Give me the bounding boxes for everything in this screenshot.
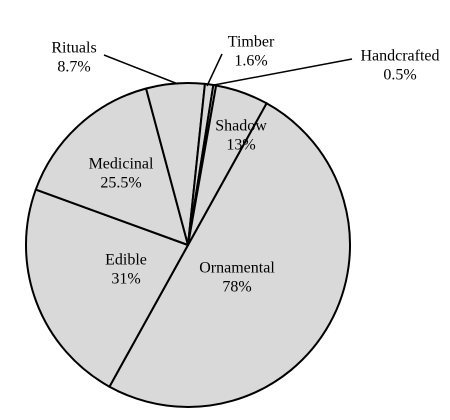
- slice-label-rituals: Rituals: [51, 40, 96, 57]
- slice-label-shadow: Shadow: [215, 118, 267, 135]
- slice-value-edible: 31%: [111, 271, 140, 288]
- leader-line-handcrafted: [213, 58, 353, 86]
- slice-label-handcrafted: Handcrafted: [360, 48, 439, 65]
- pie-slice-shadow: [187, 84, 268, 246]
- leader-line-rituals: [103, 54, 179, 85]
- pie-slice-edible: [25, 188, 189, 388]
- slice-label-timber: Timber: [228, 34, 275, 51]
- slice-label-medicinal: Medicinal: [89, 156, 154, 173]
- slice-label-edible: Edible: [105, 252, 147, 269]
- pie-slice-medicinal: [34, 87, 189, 246]
- slice-value-timber: 1.6%: [234, 53, 267, 70]
- slice-value-rituals: 8.7%: [57, 59, 90, 76]
- slice-value-handcrafted: 0.5%: [383, 67, 416, 84]
- leader-line-timber: [206, 53, 223, 87]
- slice-value-ornamental: 78%: [222, 279, 251, 296]
- slice-value-medicinal: 25.5%: [100, 175, 141, 192]
- pie-slice-ornamental: [108, 102, 351, 408]
- slice-value-shadow: 13%: [226, 137, 255, 154]
- slice-label-ornamental: Ornamental: [199, 260, 275, 277]
